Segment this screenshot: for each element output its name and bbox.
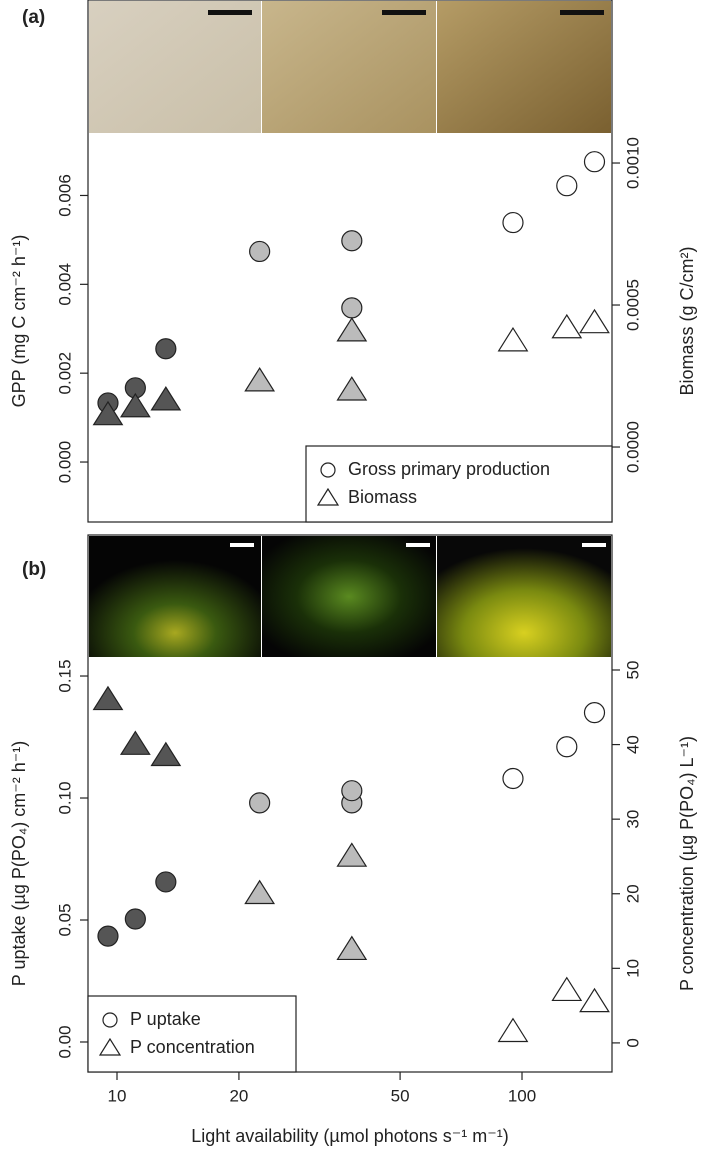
x-tick-label: 20 — [229, 1086, 248, 1105]
y2-tick-label: 0.0000 — [623, 421, 642, 473]
legend-label: Biomass — [348, 487, 417, 507]
y-axis-title: P uptake (µg P(PO₄) cm⁻² h⁻¹) — [9, 741, 29, 986]
y2-tick-label: 10 — [623, 959, 642, 978]
panel-label: (b) — [22, 559, 46, 580]
point — [341, 780, 363, 802]
scale-bar — [208, 10, 252, 15]
point — [556, 736, 578, 758]
point — [336, 317, 368, 342]
photo — [89, 536, 261, 657]
point — [583, 702, 606, 724]
point — [249, 792, 271, 814]
y-tick-label: 0.000 — [55, 441, 74, 484]
point — [92, 685, 124, 711]
point — [249, 240, 271, 263]
y2-axis-title: Biomass (g C/cm²) — [677, 246, 697, 395]
point — [502, 211, 524, 234]
point — [556, 175, 578, 197]
legend-marker — [102, 1012, 118, 1028]
legend-marker — [98, 1037, 122, 1056]
y-tick-label: 0.006 — [55, 174, 74, 217]
panel-label: (a) — [22, 7, 45, 28]
y2-tick-label: 50 — [623, 661, 642, 680]
point — [579, 987, 610, 1013]
y-tick-label: 0.002 — [55, 352, 74, 395]
point — [336, 376, 368, 401]
photo — [262, 1, 436, 133]
point — [583, 151, 606, 173]
scale-bar — [230, 543, 254, 547]
point — [150, 741, 182, 767]
point — [341, 230, 363, 252]
point — [551, 313, 583, 339]
y-tick-label: 0.15 — [55, 659, 74, 692]
photos-b — [89, 536, 611, 657]
y2-tick-label: 20 — [623, 884, 642, 903]
plot-frame — [87, 534, 613, 1073]
scale-bar — [406, 543, 430, 547]
legend-marker — [320, 462, 336, 478]
point — [150, 386, 182, 411]
point — [155, 871, 177, 893]
point — [244, 367, 276, 392]
point — [497, 326, 529, 352]
photo — [262, 536, 436, 657]
point — [119, 392, 151, 418]
point — [336, 935, 368, 961]
y-axis-title: GPP (mg C cm⁻² h⁻¹) — [9, 235, 29, 408]
point — [341, 297, 363, 319]
photo — [437, 536, 611, 657]
point — [119, 730, 151, 755]
photos-a — [89, 1, 611, 133]
y-tick-label: 0.10 — [55, 781, 74, 814]
point — [244, 879, 276, 905]
y2-tick-label: 30 — [623, 810, 642, 829]
y2-tick-label: 40 — [623, 735, 642, 754]
point — [155, 338, 177, 360]
point — [124, 908, 146, 930]
point — [551, 976, 583, 1002]
legend-box — [305, 445, 613, 523]
point — [92, 400, 124, 426]
y-tick-label: 0.00 — [55, 1025, 74, 1058]
y-tick-label: 0.05 — [55, 903, 74, 936]
photo — [89, 1, 261, 133]
scale-bar — [560, 10, 604, 15]
y2-axis-title: P concentration (µg P(PO₄) L⁻¹) — [677, 736, 697, 991]
point — [502, 767, 524, 790]
legend-label: Gross primary production — [348, 459, 550, 479]
x-tick-label: 50 — [391, 1086, 410, 1105]
point — [97, 925, 119, 947]
x-tick-label: 10 — [108, 1086, 127, 1105]
legend-marker — [316, 487, 340, 506]
x-axis-title: Light availability (µmol photons s⁻¹ m⁻¹… — [191, 1126, 508, 1146]
point — [336, 842, 368, 867]
point — [497, 1017, 529, 1043]
y-tick-label: 0.004 — [55, 263, 74, 306]
y2-tick-label: 0.0005 — [623, 279, 642, 331]
point — [579, 308, 610, 334]
legend-label: P uptake — [130, 1009, 201, 1029]
photo — [437, 1, 611, 133]
y2-tick-label: 0.0010 — [623, 137, 642, 189]
y2-tick-label: 0 — [623, 1038, 642, 1047]
legend-box — [87, 995, 297, 1073]
x-tick-label: 100 — [508, 1086, 536, 1105]
legend-label: P concentration — [130, 1037, 255, 1057]
scale-bar — [382, 10, 426, 15]
scale-bar — [582, 543, 606, 547]
